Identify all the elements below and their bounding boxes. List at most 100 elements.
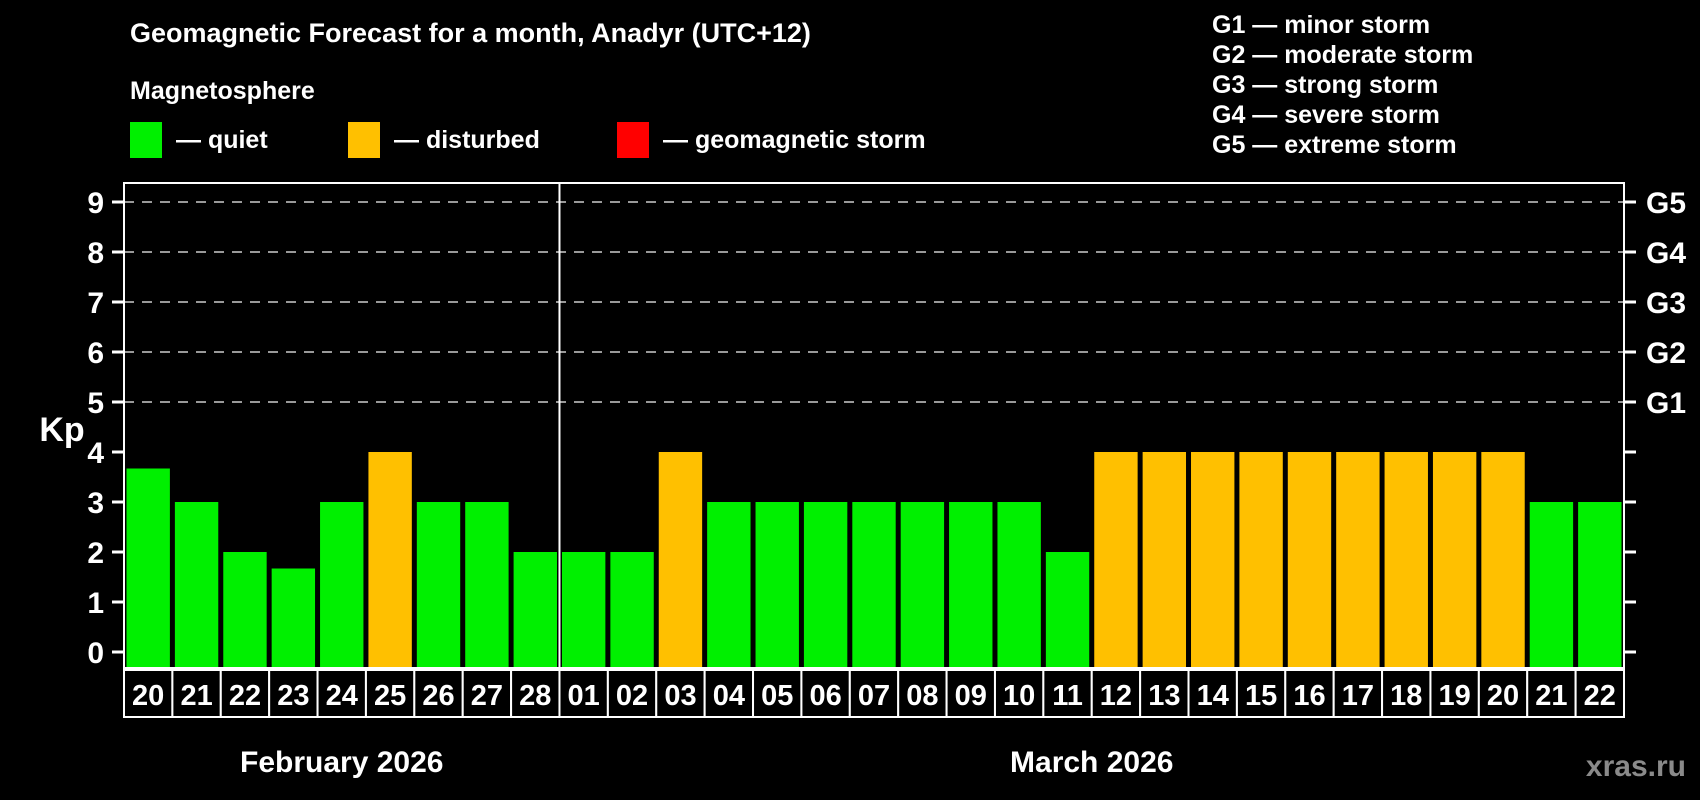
day-label-22: 22: [1584, 680, 1616, 712]
day-cell-03: [655, 669, 706, 718]
day-label-05: 05: [761, 680, 793, 712]
y-tick-label-7: 7: [87, 287, 104, 320]
kp-bar-february-24: [320, 502, 364, 668]
kp-bar-march-09: [949, 502, 993, 668]
day-cell-09: [945, 669, 996, 718]
day-cell-16: [1284, 669, 1335, 718]
day-cell-06: [800, 669, 851, 718]
day-cell-27: [461, 669, 513, 718]
day-label-01: 01: [568, 680, 600, 712]
day-label-22: 22: [229, 680, 261, 712]
magnetosphere-label: Magnetosphere: [130, 77, 315, 105]
day-label-21: 21: [180, 680, 212, 712]
kp-bar-march-05: [755, 502, 799, 668]
storm-scale-g4: G4 — severe storm: [1212, 101, 1440, 129]
day-label-26: 26: [422, 680, 454, 712]
day-label-23: 23: [277, 680, 309, 712]
day-cell-22: [1574, 669, 1626, 718]
kp-bar-march-04: [707, 502, 751, 668]
day-cell-24: [316, 669, 367, 718]
day-label-11: 11: [1052, 680, 1083, 712]
legend-item-geomagnetic-storm: — geomagnetic storm: [617, 121, 926, 159]
right-axis-label-g3: G3: [1646, 287, 1686, 320]
watermark: xras.ru: [1585, 750, 1686, 783]
kp-bar-february-26: [416, 502, 461, 668]
day-label-06: 06: [809, 680, 841, 712]
quiet-color-swatch: [130, 122, 162, 158]
day-cell-15: [1235, 669, 1287, 718]
kp-bar-march-08: [900, 502, 945, 668]
right-axis-label-g1: G1: [1646, 387, 1686, 420]
day-label-18: 18: [1390, 680, 1422, 712]
day-label-03: 03: [664, 680, 696, 712]
day-cell-21: [171, 669, 222, 718]
kp-bar-february-28: [513, 552, 557, 668]
kp-bar-march-06: [803, 502, 848, 668]
y-tick-label-5: 5: [87, 387, 104, 420]
day-cell-23: [268, 669, 319, 718]
day-label-04: 04: [713, 680, 745, 712]
storm-scale-g3: G3 — strong storm: [1212, 71, 1439, 99]
kp-bar-march-10: [997, 502, 1041, 668]
y-tick-label-3: 3: [87, 487, 104, 520]
y-tick-label-0: 0: [87, 637, 104, 670]
y-tick-label-1: 1: [87, 587, 104, 620]
kp-bar-march-22: [1578, 502, 1622, 668]
day-cell-26: [413, 669, 464, 718]
day-label-19: 19: [1439, 680, 1471, 712]
month-label-february: February 2026: [240, 746, 443, 779]
legend-item-label: — disturbed: [394, 125, 540, 154]
y-axis-title: Kp: [39, 411, 84, 449]
kp-bar-march-01: [561, 552, 606, 668]
kp-bar-march-14: [1191, 452, 1235, 668]
kp-bar-february-27: [465, 502, 509, 668]
day-cell-21: [1526, 669, 1577, 718]
day-label-14: 14: [1197, 680, 1229, 712]
day-label-16: 16: [1293, 680, 1325, 712]
day-cell-22: [219, 669, 271, 718]
day-cell-11: [1042, 669, 1093, 718]
day-cell-14: [1187, 669, 1238, 718]
kp-bar-february-21: [174, 502, 219, 668]
y-tick-label-9: 9: [87, 187, 104, 220]
day-cell-17: [1332, 669, 1384, 718]
day-label-15: 15: [1245, 680, 1277, 712]
storm-color-swatch: [617, 122, 649, 158]
right-axis-label-g5: G5: [1646, 187, 1686, 220]
day-label-24: 24: [326, 680, 358, 712]
storm-scale-g1: G1 — minor storm: [1212, 11, 1431, 39]
kp-bar-february-22: [223, 552, 267, 668]
kp-bar-february-20: [126, 468, 170, 668]
day-cell-19: [1429, 669, 1480, 718]
day-label-20: 20: [132, 680, 164, 712]
kp-bar-march-16: [1287, 452, 1332, 668]
day-label-17: 17: [1342, 680, 1374, 712]
y-tick-label-6: 6: [87, 337, 104, 370]
day-cell-28: [510, 669, 561, 718]
kp-bar-march-17: [1336, 452, 1380, 668]
kp-bar-march-13: [1142, 452, 1187, 668]
storm-scale-g5: G5 — extreme storm: [1212, 131, 1457, 159]
month-label-march: March 2026: [1010, 746, 1173, 779]
day-label-27: 27: [471, 680, 503, 712]
day-label-02: 02: [616, 680, 648, 712]
page-title: Geomagnetic Forecast for a month, Anadyr…: [130, 18, 811, 48]
y-tick-label-8: 8: [87, 237, 104, 270]
right-axis-label-g4: G4: [1646, 237, 1686, 270]
day-cell-18: [1381, 669, 1432, 718]
day-label-13: 13: [1148, 680, 1180, 712]
disturbed-color-swatch: [348, 122, 380, 158]
kp-bar-march-15: [1239, 452, 1283, 668]
kp-bar-february-25: [368, 452, 412, 668]
day-label-08: 08: [906, 680, 938, 712]
kp-bar-march-03: [658, 452, 703, 668]
day-cell-05: [752, 669, 803, 718]
day-cell-08: [897, 669, 948, 718]
day-cell-20: [1477, 669, 1529, 718]
day-label-25: 25: [374, 680, 406, 712]
day-label-21: 21: [1535, 680, 1567, 712]
day-label-20: 20: [1487, 680, 1519, 712]
day-cell-02: [606, 669, 658, 718]
